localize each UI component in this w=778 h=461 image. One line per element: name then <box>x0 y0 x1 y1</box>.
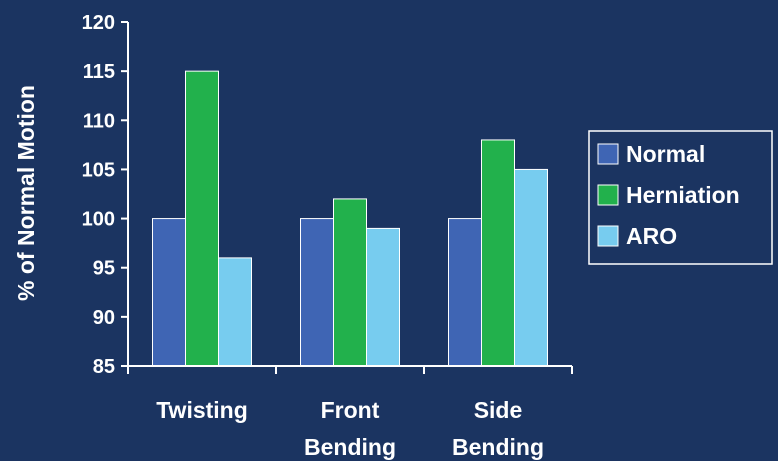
y-tick-label: 110 <box>83 110 115 132</box>
legend-swatch-herniation <box>597 184 619 206</box>
y-tick-label: 90 <box>93 307 115 329</box>
y-tick-label: 120 <box>82 12 115 34</box>
legend: Normal Herniation ARO <box>588 130 773 265</box>
bar-normal-1 <box>300 218 334 367</box>
bar-aro-1 <box>366 227 400 367</box>
y-axis-title: % of Normal Motion <box>13 85 39 301</box>
legend-box <box>588 130 773 265</box>
bar-herniation-0 <box>185 70 219 367</box>
x-category-label: Bending <box>452 434 544 460</box>
legend-label-herniation: Herniation <box>626 182 740 208</box>
bar-aro-0 <box>218 257 252 367</box>
y-tick-label: 100 <box>82 209 115 231</box>
bar-aro-2 <box>514 168 548 367</box>
legend-swatch-aro <box>597 225 619 247</box>
x-category-label: Side <box>474 397 523 423</box>
y-tick-label: 85 <box>93 356 115 378</box>
legend-swatch-normal <box>597 143 619 165</box>
y-tick-label: 105 <box>82 159 115 181</box>
legend-label-normal: Normal <box>626 141 705 167</box>
bar-normal-0 <box>152 218 186 367</box>
legend-label-aro: ARO <box>626 223 677 249</box>
x-category-label: Front <box>321 397 380 423</box>
bar-herniation-2 <box>481 139 515 367</box>
bar-normal-2 <box>448 218 482 367</box>
x-category-label: Twisting <box>156 397 248 423</box>
y-tick-label: 95 <box>93 258 115 280</box>
y-tick-label: 115 <box>83 61 115 83</box>
x-category-label: Bending <box>304 434 396 460</box>
plot-area: 85 90 95 100 105 110 115 120 Twisting Front Bendin… <box>82 12 573 460</box>
bar-herniation-1 <box>333 198 367 367</box>
